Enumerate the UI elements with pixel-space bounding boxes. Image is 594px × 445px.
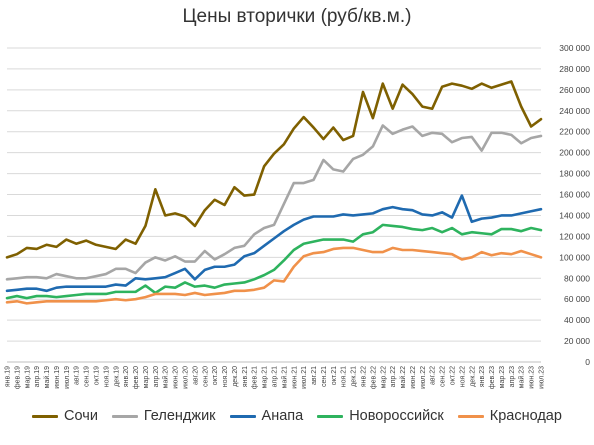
series-line-3 [5, 194, 543, 293]
x-tick-label: май.20 [162, 366, 170, 388]
x-tick-label: фев.20 [133, 366, 140, 389]
legend-item-2: Геленджик [111, 408, 216, 424]
x-tick-label: июн.19 [54, 366, 61, 389]
x-tick-label: май.22 [399, 366, 407, 388]
legend-item-1: Сочи [32, 408, 98, 424]
x-tick-label: дек.19 [113, 366, 120, 387]
x-tick-label: янв.21 [242, 366, 249, 387]
series-line-2 [5, 124, 543, 281]
x-tick-label: июл.23 [539, 366, 546, 389]
x-tick-label: ноя.19 [103, 366, 110, 387]
x-tick-label: мар.21 [262, 366, 269, 388]
x-tick-label: окт.20 [212, 366, 219, 385]
x-tick-label: сен.19 [84, 366, 91, 387]
legend: Сочи Геленджик Анапа Новороссийск Краснодар [0, 408, 594, 424]
x-tick-label: мар.19 [24, 366, 31, 388]
chart-title: Цены вторички (руб/кв.м.) [182, 6, 412, 27]
x-tick-label: июл.20 [183, 366, 190, 389]
x-tick-label: сен.22 [440, 366, 447, 387]
legend-swatch [32, 414, 59, 418]
x-tick-label: мар.20 [143, 366, 150, 388]
legend-label: Новороссийск [349, 408, 444, 424]
y-tick-label: 20 000 [564, 336, 590, 346]
legend-label: Анапа [261, 408, 304, 424]
x-tick-label: окт.22 [450, 366, 457, 385]
y-axis-tick-labels: 0 20 000 40 000 60 000 80 000 100 000 120 000 1… [559, 43, 590, 367]
legend-label: Сочи [64, 408, 98, 424]
x-tick-label: фев.21 [252, 366, 259, 389]
x-tick-label: май.23 [518, 366, 526, 388]
legend-swatch [457, 414, 484, 418]
legend-item-3: Анапа [229, 408, 304, 424]
x-tick-label: июн.20 [173, 366, 180, 389]
series-line-5 [5, 246, 543, 305]
legend-label: Геленджик [143, 408, 216, 424]
x-axis-tick-labels: янв.19 фев.19 мар.19 апр.19 май.19 июн.19 июл.… [5, 366, 546, 389]
x-tick-label: май.21 [280, 366, 288, 388]
x-tick-label: сен.20 [202, 366, 209, 387]
x-tick-label: апр.20 [153, 366, 160, 387]
x-tick-label: сен.21 [321, 366, 328, 387]
legend-item-5: Краснодар [457, 408, 562, 424]
y-tick-label: 0 [585, 357, 590, 367]
legend-item-4: Новороссийск [317, 408, 444, 424]
x-tick-label: июл.21 [301, 366, 308, 389]
x-tick-label: окт.19 [94, 366, 101, 385]
x-tick-label: фев.23 [489, 366, 496, 389]
y-tick-label: 200 000 [559, 148, 590, 158]
x-tick-label: ноя.20 [222, 366, 229, 387]
y-tick-label: 300 000 [559, 43, 590, 53]
x-tick-label: апр.19 [34, 366, 41, 387]
x-tick-label: авг.19 [74, 366, 81, 385]
series-line-1 [5, 80, 543, 259]
x-tick-label: дек.22 [469, 366, 476, 387]
series-lines [5, 80, 543, 305]
x-tick-label: мар.22 [380, 366, 387, 388]
y-tick-label: 280 000 [559, 64, 590, 74]
legend-label: Краснодар [489, 408, 562, 424]
x-tick-label: янв.19 [5, 366, 12, 387]
x-tick-label: май.19 [43, 366, 51, 388]
x-tick-label: июн.23 [529, 366, 536, 389]
x-tick-label: мар.23 [499, 366, 506, 388]
y-tick-label: 40 000 [564, 315, 590, 325]
y-tick-label: 260 000 [559, 85, 590, 95]
y-tick-label: 100 000 [559, 252, 590, 262]
x-tick-label: ноя.21 [341, 366, 348, 387]
y-tick-label: 160 000 [559, 190, 590, 200]
x-tick-label: дек.20 [232, 366, 239, 387]
x-tick-label: фев.19 [14, 366, 21, 389]
x-tick-label: апр.22 [390, 366, 397, 387]
x-tick-label: янв.22 [361, 366, 368, 387]
series-line-4 [5, 223, 543, 300]
y-tick-label: 140 000 [559, 210, 590, 220]
x-tick-label: авг.22 [430, 366, 437, 385]
x-tick-label: окт.21 [331, 366, 338, 385]
y-tick-label: 60 000 [564, 294, 590, 304]
y-tick-label: 80 000 [564, 273, 590, 283]
y-tick-label: 180 000 [559, 169, 590, 179]
x-tick-label: дек.21 [351, 366, 358, 387]
x-tick-label: ноя.22 [459, 366, 466, 387]
x-tick-label: июл.19 [64, 366, 71, 389]
y-tick-label: 220 000 [559, 127, 590, 137]
x-tick-label: фев.22 [370, 366, 377, 389]
x-tick-label: авг.21 [311, 366, 318, 385]
y-tick-label: 120 000 [559, 231, 590, 241]
x-tick-label: апр.23 [509, 366, 516, 387]
x-tick-label: янв.23 [479, 366, 486, 387]
grid-lines [7, 47, 541, 363]
x-tick-label: авг.20 [192, 366, 199, 385]
x-tick-label: июл.22 [420, 366, 427, 389]
x-tick-label: апр.21 [272, 366, 279, 387]
x-tick-label: янв.20 [123, 366, 130, 387]
x-tick-label: июн.21 [291, 366, 298, 389]
x-tick-label: июн.22 [410, 366, 417, 389]
y-tick-label: 240 000 [559, 106, 590, 116]
legend-swatch [317, 414, 344, 418]
legend-swatch [229, 414, 256, 418]
legend-swatch [111, 414, 138, 418]
